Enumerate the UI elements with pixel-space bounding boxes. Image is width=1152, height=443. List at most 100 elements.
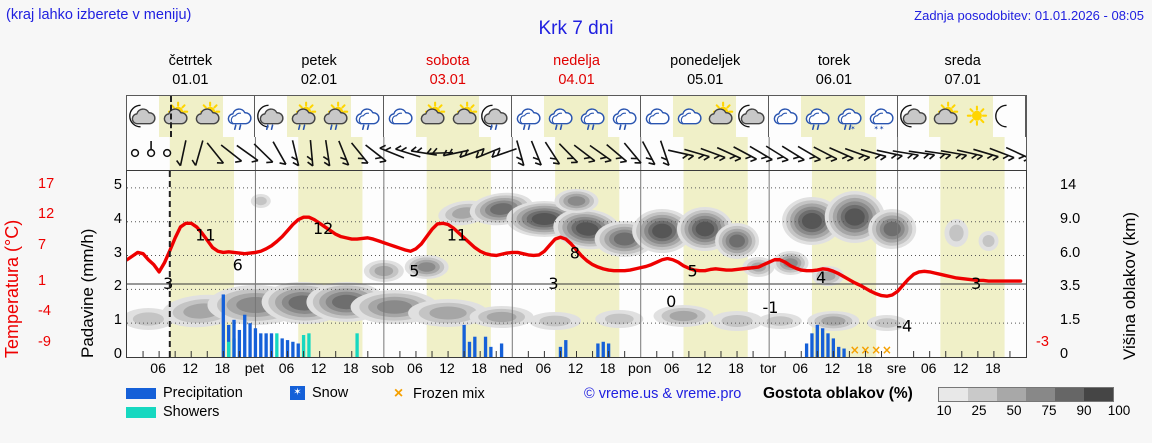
svg-text:✶: ✶ bbox=[850, 124, 855, 132]
legend-frozen-mix-label: Frozen mix bbox=[413, 386, 485, 402]
frozen-mix-markers: × × × × bbox=[850, 343, 892, 357]
wind-barb bbox=[606, 144, 628, 164]
wind-barb bbox=[829, 147, 854, 162]
wind-barb bbox=[641, 141, 656, 166]
wind-barb bbox=[291, 140, 300, 167]
day-name: sreda bbox=[944, 53, 981, 69]
wind-barb bbox=[350, 142, 369, 164]
day-date: 05.01 bbox=[687, 72, 724, 88]
precip-bar bbox=[564, 340, 568, 357]
svg-text:×: × bbox=[871, 343, 881, 357]
cloud-sleet-icon: ✶ bbox=[832, 96, 865, 137]
precipitation-swatch bbox=[126, 387, 156, 399]
temp-label: 5 bbox=[409, 262, 419, 281]
precip-bar bbox=[815, 324, 819, 357]
precip-bar bbox=[837, 346, 841, 357]
precip-bar bbox=[275, 333, 279, 357]
wind-barb bbox=[544, 141, 561, 165]
wind-barb bbox=[684, 148, 710, 161]
day-date: 06.01 bbox=[815, 72, 853, 88]
sun-icon bbox=[961, 96, 994, 137]
temperature-curve bbox=[127, 215, 1023, 298]
wind-barb bbox=[700, 147, 726, 162]
hour-label-12: 06 bbox=[535, 360, 552, 376]
precip-bar bbox=[606, 343, 611, 357]
hour-label-21: 12 bbox=[824, 360, 841, 376]
day-date: 02.01 bbox=[300, 72, 338, 88]
temp-label: 11 bbox=[447, 225, 467, 244]
svg-text:×: × bbox=[860, 343, 870, 357]
cloud-ramp-stop-0 bbox=[939, 388, 968, 401]
precip-tick-5: 0 bbox=[113, 346, 122, 362]
svg-text:✶: ✶ bbox=[879, 124, 884, 132]
chart-legend: Precipitation Showers ✶ Snow × Frozen mix … bbox=[126, 385, 1152, 441]
wind-barb bbox=[379, 144, 405, 159]
hour-label-8: 06 bbox=[407, 360, 423, 376]
cloud-icon bbox=[672, 96, 705, 137]
temp-tick-5: -9 bbox=[38, 333, 51, 350]
temp-label: 3 bbox=[971, 274, 981, 293]
day-date: 03.01 bbox=[429, 72, 466, 88]
temp-tick-extra: -3 bbox=[1036, 333, 1049, 350]
sun-cloud-icon bbox=[704, 96, 737, 137]
wind-barb bbox=[146, 141, 156, 158]
day-name: petek bbox=[301, 53, 337, 69]
temp-label: -4 bbox=[896, 316, 912, 335]
last-update-stamp: Zadnja posodobitev: 01.01.2026 - 08:05 bbox=[914, 8, 1144, 23]
precip-tick-1: 4 bbox=[113, 210, 122, 227]
wind-barb bbox=[765, 145, 789, 163]
cloud-ramp-label-2: 50 bbox=[1006, 403, 1022, 418]
precip-bar bbox=[499, 343, 504, 357]
icon-day-1 bbox=[255, 96, 384, 137]
legend-snow: ✶ Snow bbox=[290, 385, 348, 401]
wind-barb bbox=[876, 149, 903, 161]
hour-label-22: 18 bbox=[856, 360, 873, 376]
wind-barb bbox=[908, 150, 936, 160]
legend-precipitation-label: Precipitation bbox=[163, 385, 243, 402]
precip-bar bbox=[253, 328, 258, 357]
day-date: 04.01 bbox=[558, 72, 595, 88]
sun-cloud-icon bbox=[929, 96, 962, 137]
snow-icon: ✶ bbox=[290, 386, 305, 401]
legend-snow-label: Snow bbox=[312, 385, 349, 402]
cloud-rain-icon bbox=[351, 96, 383, 137]
cloud-ramp-label-0: 10 bbox=[936, 403, 952, 418]
hour-label-7: sob bbox=[371, 360, 395, 376]
wind-barb bbox=[426, 147, 454, 155]
temp-label: 8 bbox=[570, 244, 580, 263]
precip-bar bbox=[489, 346, 493, 357]
day-name: nedelja bbox=[553, 53, 600, 69]
gridlines bbox=[127, 171, 1026, 357]
wind-barb bbox=[623, 142, 642, 164]
hour-label-20: 06 bbox=[792, 360, 809, 376]
icon-day-0 bbox=[127, 96, 256, 137]
temp-tick-1: 12 bbox=[38, 206, 55, 223]
precip-bar bbox=[285, 340, 290, 357]
copyright-link[interactable]: © vreme.us & vreme.pro bbox=[584, 386, 742, 402]
wind-barb bbox=[516, 140, 525, 167]
day-date: 01.01 bbox=[172, 72, 209, 88]
wind-barb-strip bbox=[126, 137, 1027, 170]
hour-label-0: 06 bbox=[150, 360, 166, 376]
wind-barb bbox=[1005, 146, 1026, 162]
precip-bar bbox=[820, 328, 825, 357]
wind-barb bbox=[940, 149, 968, 160]
wind-barb bbox=[410, 146, 437, 156]
precip-bar bbox=[280, 338, 284, 357]
hour-label-14: 18 bbox=[599, 360, 616, 376]
cloud-ramp-stop-4 bbox=[1055, 388, 1084, 401]
hour-label-5: 12 bbox=[310, 360, 327, 376]
sun-cloud-rain-icon bbox=[287, 96, 320, 137]
hour-label-23: sre bbox=[886, 360, 907, 376]
wind-barb bbox=[253, 143, 274, 164]
precip-tick-0: 5 bbox=[113, 176, 122, 193]
sun-cloud-icon bbox=[415, 96, 448, 137]
wind-barb bbox=[989, 147, 1015, 162]
wind-barb bbox=[175, 140, 187, 167]
day-name: ponedeljek bbox=[670, 53, 741, 69]
wind-barb bbox=[659, 140, 670, 167]
cloud-density-ramp bbox=[938, 387, 1114, 402]
precip-bar bbox=[243, 314, 247, 357]
cloud-density-title: Gostota oblakov (%) bbox=[763, 385, 913, 402]
